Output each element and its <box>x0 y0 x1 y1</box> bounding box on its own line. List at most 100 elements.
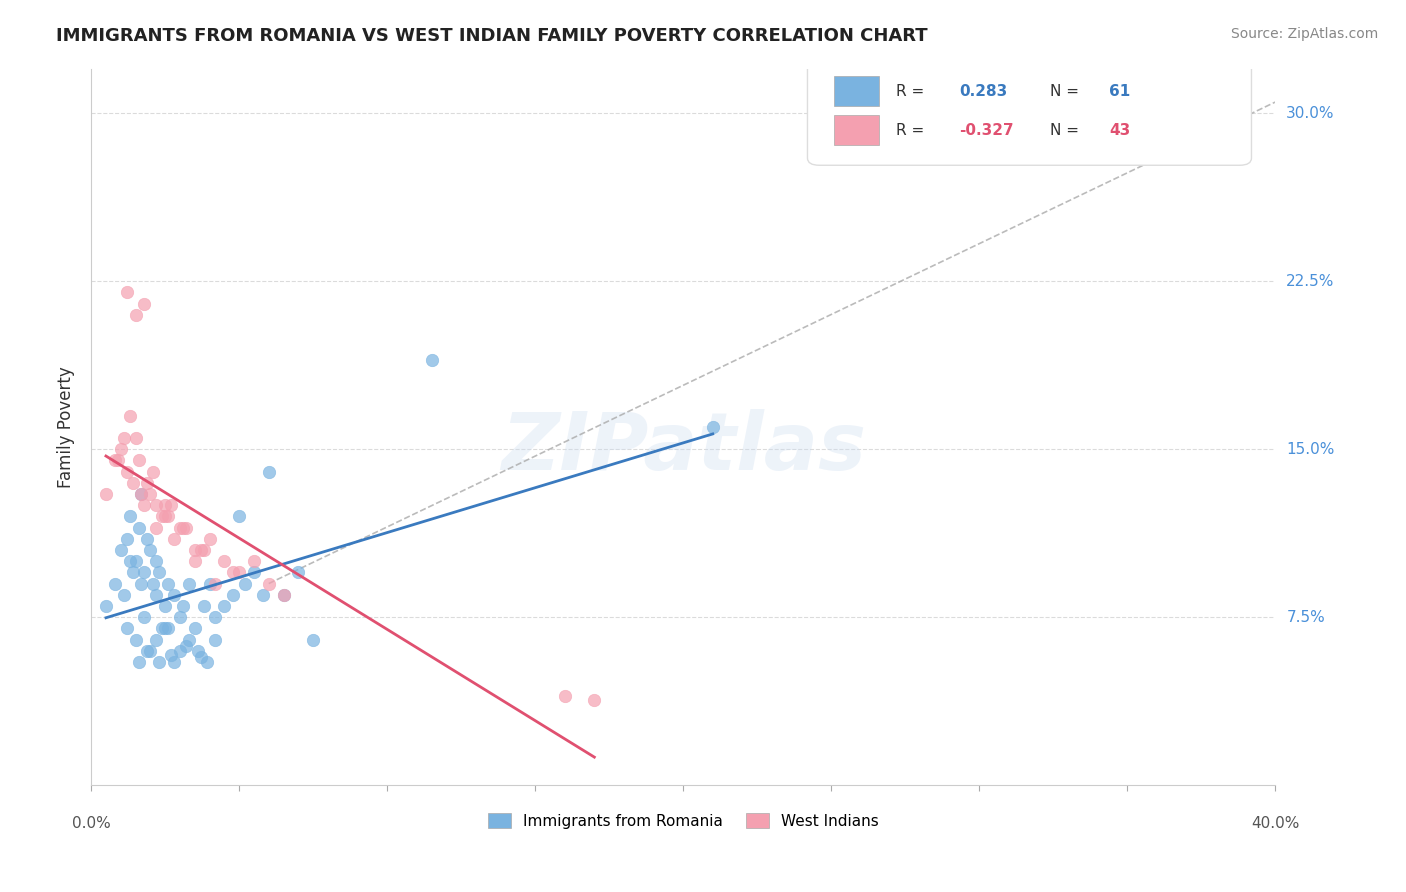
Point <box>118 509 141 524</box>
Point <box>204 632 226 647</box>
Point <box>115 532 138 546</box>
Point <box>195 655 218 669</box>
Point <box>169 520 191 534</box>
Point <box>134 296 156 310</box>
Point <box>287 566 309 580</box>
Point <box>124 308 146 322</box>
Point <box>128 655 150 669</box>
Point <box>583 693 606 707</box>
Point <box>198 576 221 591</box>
Point <box>163 655 186 669</box>
Point <box>204 610 226 624</box>
Point <box>136 532 159 546</box>
Text: N =: N = <box>1050 84 1084 99</box>
Point <box>184 554 207 568</box>
Point <box>163 532 186 546</box>
Text: ZIPatlas: ZIPatlas <box>501 409 866 487</box>
FancyBboxPatch shape <box>807 58 1251 165</box>
Point <box>131 576 153 591</box>
Point <box>153 599 176 613</box>
Point <box>112 431 135 445</box>
Point <box>118 554 141 568</box>
Point <box>145 632 167 647</box>
Point <box>204 576 226 591</box>
Point <box>157 621 180 635</box>
Point <box>273 588 295 602</box>
Point <box>115 465 138 479</box>
Point <box>124 554 146 568</box>
Point <box>157 509 180 524</box>
Point <box>150 509 173 524</box>
Point <box>160 648 183 663</box>
Point <box>153 509 176 524</box>
Text: R =: R = <box>896 122 929 137</box>
Point <box>145 520 167 534</box>
Y-axis label: Family Poverty: Family Poverty <box>58 366 75 488</box>
Point <box>172 520 194 534</box>
Point <box>118 409 141 423</box>
Point <box>177 576 200 591</box>
Text: N =: N = <box>1050 122 1084 137</box>
Point <box>115 621 138 635</box>
Point <box>150 621 173 635</box>
Point <box>110 543 132 558</box>
Text: 0.0%: 0.0% <box>72 815 111 830</box>
Point <box>554 689 576 703</box>
Text: 15.0%: 15.0% <box>1286 442 1334 457</box>
Point <box>124 632 146 647</box>
Point <box>134 498 156 512</box>
Point <box>153 621 176 635</box>
Point <box>115 285 138 300</box>
Point <box>94 599 117 613</box>
Point <box>228 566 250 580</box>
Point <box>157 576 180 591</box>
Point <box>124 431 146 445</box>
Point <box>153 498 176 512</box>
Text: Source: ZipAtlas.com: Source: ZipAtlas.com <box>1230 27 1378 41</box>
Point <box>134 610 156 624</box>
Point <box>177 632 200 647</box>
Point <box>273 588 295 602</box>
Point <box>187 644 209 658</box>
Point <box>94 487 117 501</box>
Point <box>142 465 165 479</box>
Point <box>145 588 167 602</box>
Text: 43: 43 <box>1109 122 1130 137</box>
Text: 61: 61 <box>1109 84 1130 99</box>
Point <box>190 543 212 558</box>
Point <box>169 610 191 624</box>
Point <box>160 498 183 512</box>
Point <box>222 566 245 580</box>
Point <box>142 576 165 591</box>
FancyBboxPatch shape <box>834 77 879 106</box>
Point <box>172 599 194 613</box>
Point <box>110 442 132 457</box>
Point <box>136 644 159 658</box>
Point <box>136 475 159 490</box>
Point <box>228 509 250 524</box>
Text: IMMIGRANTS FROM ROMANIA VS WEST INDIAN FAMILY POVERTY CORRELATION CHART: IMMIGRANTS FROM ROMANIA VS WEST INDIAN F… <box>56 27 928 45</box>
Point <box>131 487 153 501</box>
Point <box>184 621 207 635</box>
Point <box>104 453 127 467</box>
Point <box>104 576 127 591</box>
Point <box>128 520 150 534</box>
Point <box>702 419 724 434</box>
Point <box>420 352 443 367</box>
Point <box>145 498 167 512</box>
Text: 22.5%: 22.5% <box>1286 274 1334 289</box>
Point <box>128 453 150 467</box>
Point <box>233 576 256 591</box>
Point <box>198 532 221 546</box>
Point <box>139 644 162 658</box>
Point <box>148 566 170 580</box>
Point <box>302 632 325 647</box>
Point <box>134 566 156 580</box>
Point <box>139 487 162 501</box>
Text: 40.0%: 40.0% <box>1251 815 1299 830</box>
Point <box>107 453 129 467</box>
Text: 0.283: 0.283 <box>959 84 1007 99</box>
Point <box>243 566 266 580</box>
Point <box>214 554 236 568</box>
Point <box>252 588 274 602</box>
